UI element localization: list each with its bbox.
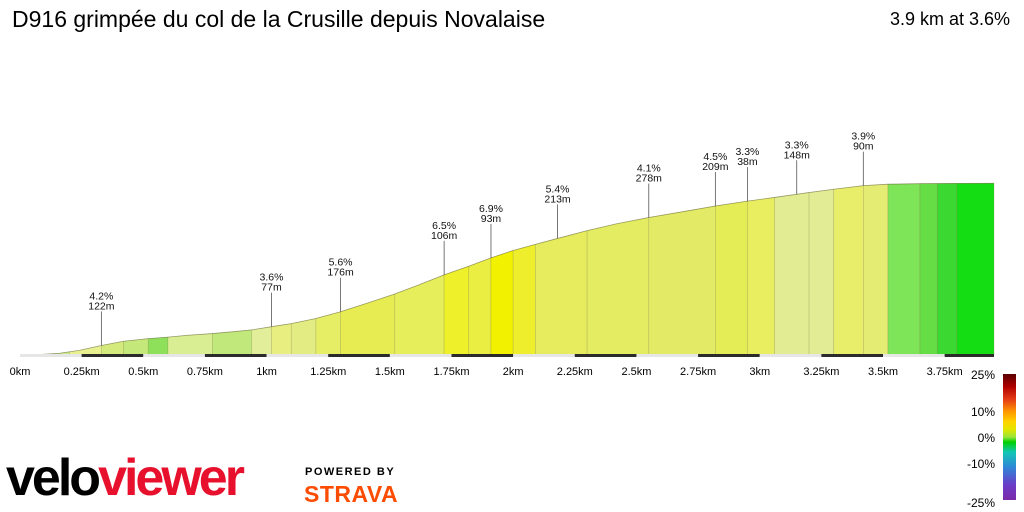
page-title: D916 grimpée du col de la Crusille depui… — [12, 6, 546, 32]
profile-segment — [774, 192, 810, 356]
annotation-grade: 3.6% — [260, 272, 284, 284]
x-tick-label: 3km — [749, 366, 770, 378]
x-tick-label: 0.5km — [128, 366, 158, 378]
x-tick-label: 2.5km — [621, 366, 651, 378]
annotation-grade: 4.2% — [89, 290, 113, 302]
annotation-grade: 6.9% — [479, 203, 503, 215]
annotation-length: 278m — [636, 173, 663, 185]
annotation-length: 77m — [261, 282, 282, 294]
profile-segment — [887, 183, 921, 356]
annotation-length: 209m — [702, 161, 729, 173]
x-tick-label: 1.25km — [310, 366, 346, 378]
km-ruler-block — [266, 354, 329, 357]
x-tick-label: 0km — [10, 366, 31, 378]
km-ruler-block — [636, 354, 699, 357]
x-tick-label: 3.75km — [927, 366, 963, 378]
km-ruler-block — [204, 354, 267, 357]
profile-segment — [535, 230, 588, 356]
x-tick-label: 0.75km — [187, 366, 223, 378]
profile-segment — [833, 185, 864, 356]
km-ruler-block — [698, 354, 760, 357]
legend-label-25: 25% — [970, 368, 995, 382]
km-ruler-block — [574, 354, 637, 357]
km-ruler-block — [821, 354, 884, 357]
km-ruler-block — [81, 354, 144, 357]
annotation-grade: 3.9% — [851, 131, 875, 143]
profile-segment — [512, 243, 536, 356]
km-ruler-block — [20, 354, 82, 357]
x-tick-label: 0.25km — [64, 366, 100, 378]
climb-summary: 3.9 km at 3.6% — [889, 9, 1010, 29]
x-tick-label: 2.75km — [680, 366, 716, 378]
x-tick-label: 3.5km — [868, 366, 898, 378]
km-ruler-block — [389, 354, 452, 357]
annotation-length: 122m — [88, 300, 115, 312]
annotation-length: 213m — [544, 193, 571, 205]
annotation-length: 93m — [481, 213, 502, 225]
km-ruler-block — [759, 354, 822, 357]
profile-segment — [212, 329, 253, 356]
legend-label-0: 0% — [977, 431, 995, 445]
x-tick-label: 1.5km — [375, 366, 405, 378]
gradient-legend-bar — [1003, 374, 1016, 500]
km-ruler-block — [451, 354, 514, 357]
annotation-length: 90m — [853, 141, 874, 153]
profile-segment — [443, 265, 470, 356]
profile-segment — [147, 336, 169, 356]
x-tick-label: 2.25km — [557, 366, 593, 378]
annotation-length: 148m — [784, 149, 811, 161]
km-ruler-block — [883, 354, 945, 357]
profile-segment — [648, 205, 716, 356]
annotation-grade: 4.1% — [637, 163, 661, 175]
annotation-length: 38m — [737, 156, 758, 168]
profile-segment — [586, 217, 650, 356]
annotation-length: 106m — [431, 230, 458, 242]
profile-segment — [251, 326, 272, 356]
x-tick-label: 3.25km — [803, 366, 839, 378]
profile-segment — [271, 323, 292, 356]
x-tick-label: 2km — [503, 366, 524, 378]
profile-segment — [936, 183, 958, 356]
profile-segment — [490, 250, 514, 356]
x-tick-label: 1.75km — [433, 366, 469, 378]
logo-velo-text: velo — [6, 449, 101, 507]
profile-segment — [394, 274, 445, 356]
km-ruler-block — [328, 354, 390, 357]
legend-label-10: 10% — [970, 405, 995, 419]
km-ruler-block — [143, 354, 205, 357]
km-ruler-block — [944, 354, 994, 357]
profile-segment — [747, 197, 775, 356]
annotation-grade: 5.4% — [546, 183, 570, 195]
legend-label-minus-10: -10% — [966, 457, 995, 471]
annotation-grade: 5.6% — [329, 257, 353, 269]
veloviewer-logo[interactable]: veloviewer — [6, 448, 245, 508]
annotation-grade: 3.3% — [785, 139, 809, 151]
annotation-length: 176m — [327, 267, 354, 279]
annotation-grade: 6.5% — [432, 220, 456, 232]
annotation-grade: 3.3% — [735, 146, 759, 158]
powered-by-label: POWERED BY — [305, 466, 396, 478]
profile-segment — [808, 188, 835, 356]
logo-viewer-text: viewer — [98, 449, 245, 507]
legend-label-minus-25: -25% — [966, 496, 995, 510]
profile-segment — [468, 257, 492, 356]
profile-segment — [315, 311, 341, 356]
profile-segment — [715, 200, 748, 356]
profile-segment — [863, 183, 889, 356]
profile-segment — [290, 318, 317, 356]
strava-logo[interactable]: STRAVA — [304, 481, 399, 507]
km-ruler-block — [513, 354, 575, 357]
profile-segment — [919, 183, 938, 356]
profile-segment — [956, 182, 995, 356]
annotation-grade: 4.5% — [703, 151, 727, 163]
x-tick-label: 1km — [256, 366, 277, 378]
